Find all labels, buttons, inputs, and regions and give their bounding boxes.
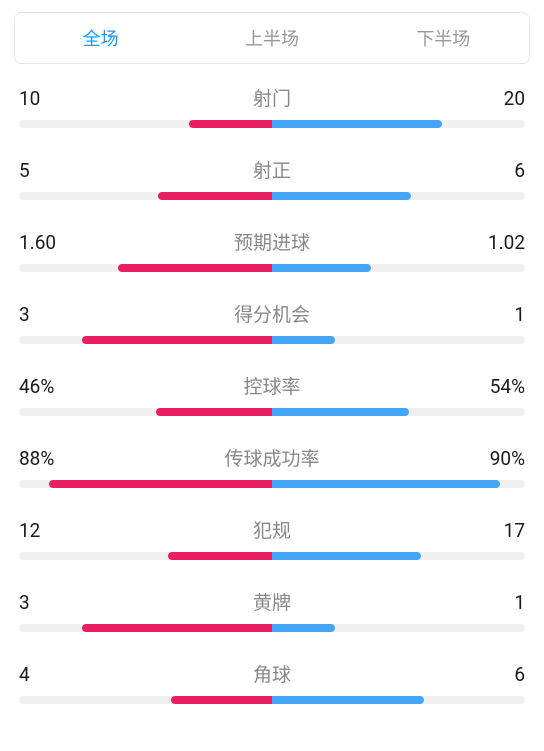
stat-bar-right-fill xyxy=(272,408,409,416)
stat-label: 黄牌 xyxy=(69,588,475,615)
tab-full-match[interactable]: 全场 xyxy=(15,13,186,63)
stat-value-right: 1 xyxy=(475,303,525,326)
stat-label: 得分机会 xyxy=(69,300,475,327)
stat-bar-right-half xyxy=(272,336,525,344)
stat-header: 1.60预期进球1.02 xyxy=(19,228,525,255)
stat-value-right: 17 xyxy=(475,519,525,542)
tab-second-half-label: 下半场 xyxy=(416,29,470,50)
stat-bar-left-fill xyxy=(82,336,272,344)
stat-bar-track xyxy=(19,408,525,416)
stat-value-right: 1 xyxy=(475,591,525,614)
stat-value-left: 1.60 xyxy=(19,231,69,254)
tab-full-match-label: 全场 xyxy=(83,29,119,50)
stat-bar-right-fill xyxy=(272,480,500,488)
period-tabs: 全场 上半场 下半场 xyxy=(14,12,530,64)
stat-bar-left-fill xyxy=(49,480,272,488)
stat-value-left: 3 xyxy=(19,591,69,614)
stat-label: 预期进球 xyxy=(69,228,475,255)
stat-bar-left-half xyxy=(19,624,272,632)
stat-header: 5射正6 xyxy=(19,156,525,183)
stat-bar-track xyxy=(19,696,525,704)
tab-first-half[interactable]: 上半场 xyxy=(186,13,357,63)
stat-bar-right-fill xyxy=(272,264,371,272)
stat-value-right: 54% xyxy=(475,375,525,398)
stat-bar-left-half xyxy=(19,264,272,272)
stat-bar-right-half xyxy=(272,480,525,488)
stat-value-left: 88% xyxy=(19,447,69,470)
stat-label: 控球率 xyxy=(69,372,475,399)
stat-bar-right-fill xyxy=(272,120,442,128)
stat-bar-right-fill xyxy=(272,336,335,344)
stat-bar-right-half xyxy=(272,120,525,128)
tab-second-half[interactable]: 下半场 xyxy=(358,13,529,63)
stat-value-left: 4 xyxy=(19,663,69,686)
stat-label: 犯规 xyxy=(69,516,475,543)
stat-header: 3得分机会1 xyxy=(19,300,525,327)
tab-first-half-label: 上半场 xyxy=(245,29,299,50)
stat-header: 46%控球率54% xyxy=(19,372,525,399)
stat-label: 射门 xyxy=(69,84,475,111)
stat-bar-track xyxy=(19,120,525,128)
stat-bar-track xyxy=(19,336,525,344)
stat-header: 3黄牌1 xyxy=(19,588,525,615)
stat-bar-left-half xyxy=(19,192,272,200)
stat-bar-right-fill xyxy=(272,552,421,560)
stat-value-right: 6 xyxy=(475,663,525,686)
stat-value-left: 10 xyxy=(19,87,69,110)
stat-bar-left-fill xyxy=(118,264,272,272)
stat-header: 88%传球成功率90% xyxy=(19,444,525,471)
stat-bar-left-fill xyxy=(158,192,272,200)
stat-value-right: 90% xyxy=(475,447,525,470)
stat-label: 传球成功率 xyxy=(69,444,475,471)
stat-bar-left-half xyxy=(19,552,272,560)
stats-list: 10射门205射正61.60预期进球1.023得分机会146%控球率54%88%… xyxy=(14,84,530,704)
stat-bar-left-half xyxy=(19,480,272,488)
stat-bar-right-fill xyxy=(272,696,424,704)
stat-bar-track xyxy=(19,480,525,488)
stat-bar-right-fill xyxy=(272,624,335,632)
stat-bar-track xyxy=(19,192,525,200)
stat-header: 12犯规17 xyxy=(19,516,525,543)
stat-value-left: 46% xyxy=(19,375,69,398)
stat-bar-track xyxy=(19,624,525,632)
stat-value-right: 20 xyxy=(475,87,525,110)
stat-row: 46%控球率54% xyxy=(19,372,525,416)
stat-value-left: 5 xyxy=(19,159,69,182)
stat-row: 5射正6 xyxy=(19,156,525,200)
stat-bar-left-fill xyxy=(156,408,272,416)
stat-bar-left-fill xyxy=(189,120,272,128)
stat-bar-right-half xyxy=(272,552,525,560)
stat-row: 12犯规17 xyxy=(19,516,525,560)
stat-bar-left-half xyxy=(19,696,272,704)
stat-value-right: 6 xyxy=(475,159,525,182)
stat-row: 88%传球成功率90% xyxy=(19,444,525,488)
stat-bar-left-fill xyxy=(82,624,272,632)
stat-bar-left-fill xyxy=(171,696,272,704)
stat-bar-right-half xyxy=(272,264,525,272)
stat-bar-left-half xyxy=(19,120,272,128)
stat-header: 10射门20 xyxy=(19,84,525,111)
stat-header: 4角球6 xyxy=(19,660,525,687)
stat-bar-right-half xyxy=(272,624,525,632)
stat-value-left: 12 xyxy=(19,519,69,542)
stat-label: 角球 xyxy=(69,660,475,687)
stat-label: 射正 xyxy=(69,156,475,183)
stat-bar-track xyxy=(19,264,525,272)
stat-row: 10射门20 xyxy=(19,84,525,128)
stat-bar-right-fill xyxy=(272,192,411,200)
stat-row: 4角球6 xyxy=(19,660,525,704)
stat-row: 3黄牌1 xyxy=(19,588,525,632)
stat-bar-left-half xyxy=(19,336,272,344)
stat-bar-right-half xyxy=(272,696,525,704)
stat-value-left: 3 xyxy=(19,303,69,326)
stat-row: 1.60预期进球1.02 xyxy=(19,228,525,272)
stat-bar-track xyxy=(19,552,525,560)
stat-bar-left-fill xyxy=(168,552,272,560)
stat-row: 3得分机会1 xyxy=(19,300,525,344)
stat-bar-right-half xyxy=(272,408,525,416)
stat-bar-left-half xyxy=(19,408,272,416)
stat-value-right: 1.02 xyxy=(475,231,525,254)
stat-bar-right-half xyxy=(272,192,525,200)
